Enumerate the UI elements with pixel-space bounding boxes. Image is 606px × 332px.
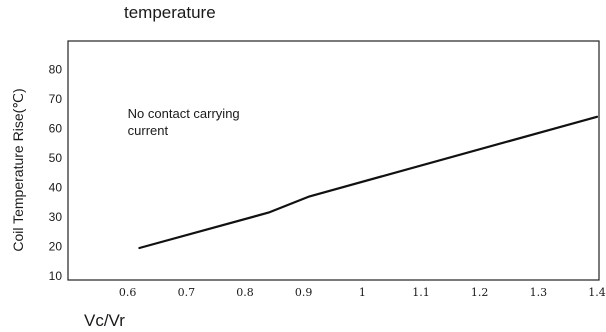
x-tick-label: 0.8 <box>236 286 254 299</box>
series-line <box>138 115 599 250</box>
y-tick-label: 50 <box>49 151 63 165</box>
x-tick-label: 0.9 <box>295 286 313 299</box>
y-tick-label: 30 <box>49 210 63 224</box>
y-tick-label: 80 <box>49 63 63 77</box>
x-tick-label: 1.2 <box>471 286 489 299</box>
y-tick-label: 60 <box>49 122 63 136</box>
y-tick-label: 20 <box>49 240 63 254</box>
x-tick-label: 1.4 <box>588 286 606 299</box>
y-axis-ticks: 10 20 30 40 50 60 70 80 <box>49 63 63 283</box>
annotation-text: No contact carrying <box>128 106 240 121</box>
x-tick-label: 1.1 <box>412 286 430 299</box>
x-tick-label: 0.6 <box>119 286 137 299</box>
annotation-layer: No contact carrying current <box>128 106 240 138</box>
y-tick-label: 10 <box>49 269 63 283</box>
x-tick-label: 1.3 <box>530 286 548 299</box>
y-axis-label: Coil Temperature Rise(℃) <box>10 88 26 251</box>
x-tick-label: 0.7 <box>178 286 196 299</box>
y-tick-label: 70 <box>49 92 63 106</box>
chart-title: temperature <box>124 3 216 22</box>
y-tick-label: 40 <box>49 181 63 195</box>
series-layer <box>138 115 599 250</box>
x-tick-label: 1 <box>359 286 366 299</box>
annotation-text: current <box>128 123 169 138</box>
x-axis-label: Vc/Vr <box>84 311 125 330</box>
x-axis-ticks: 0.6 0.7 0.8 0.9 1 1.1 1.2 1.3 1.4 <box>119 286 606 299</box>
plot-frame <box>67 40 600 281</box>
